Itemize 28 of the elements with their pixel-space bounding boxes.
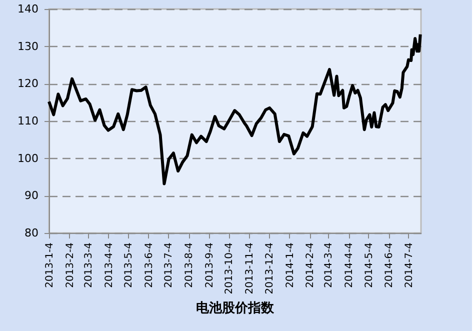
x-tick-label: 2014-7-4 bbox=[404, 242, 415, 288]
y-tick-label: 120 bbox=[18, 77, 38, 90]
y-tick-label: 110 bbox=[18, 114, 38, 128]
x-tick-label: 2014-1-4 bbox=[284, 242, 296, 288]
x-tick-label: 2014-4-4 bbox=[344, 242, 356, 288]
y-tick-label: 90 bbox=[24, 189, 38, 202]
x-tick-label: 2013-8-4 bbox=[184, 242, 196, 288]
y-tick-label: 100 bbox=[18, 152, 38, 165]
x-tick-label: 2013-6-4 bbox=[144, 242, 155, 288]
text: 电池股价指数 bbox=[196, 300, 275, 316]
x-tick-label: 2013-11-4 bbox=[244, 242, 256, 294]
x-tick-label: 2013-9-4 bbox=[204, 242, 216, 288]
x-tick-label: 2013-10-4 bbox=[224, 242, 236, 294]
y-tick-label: 130 bbox=[18, 40, 38, 53]
y-tick-label: 80 bbox=[24, 226, 38, 240]
x-tick-label: 2014-2-4 bbox=[305, 242, 316, 288]
x-tick-label: 2014-6-4 bbox=[384, 242, 396, 288]
x-tick-label: 2013-5-4 bbox=[124, 242, 135, 288]
x-tick-label: 2013-4-4 bbox=[104, 242, 115, 288]
x-tick-label: 2013-1-4 bbox=[44, 242, 56, 288]
y-tick-label: 140 bbox=[18, 2, 38, 16]
x-tick-label: 2013-7-4 bbox=[164, 242, 175, 288]
x-tick-label: 2013-3-4 bbox=[83, 242, 94, 288]
x-tick-label: 2013-2-4 bbox=[64, 242, 76, 288]
x-tick-label: 2013-12-4 bbox=[264, 242, 276, 294]
x-tick-label: 2014-3-4 bbox=[324, 242, 335, 288]
line-series bbox=[48, 32, 422, 186]
x-tick-label: 2014-5-4 bbox=[364, 242, 375, 288]
